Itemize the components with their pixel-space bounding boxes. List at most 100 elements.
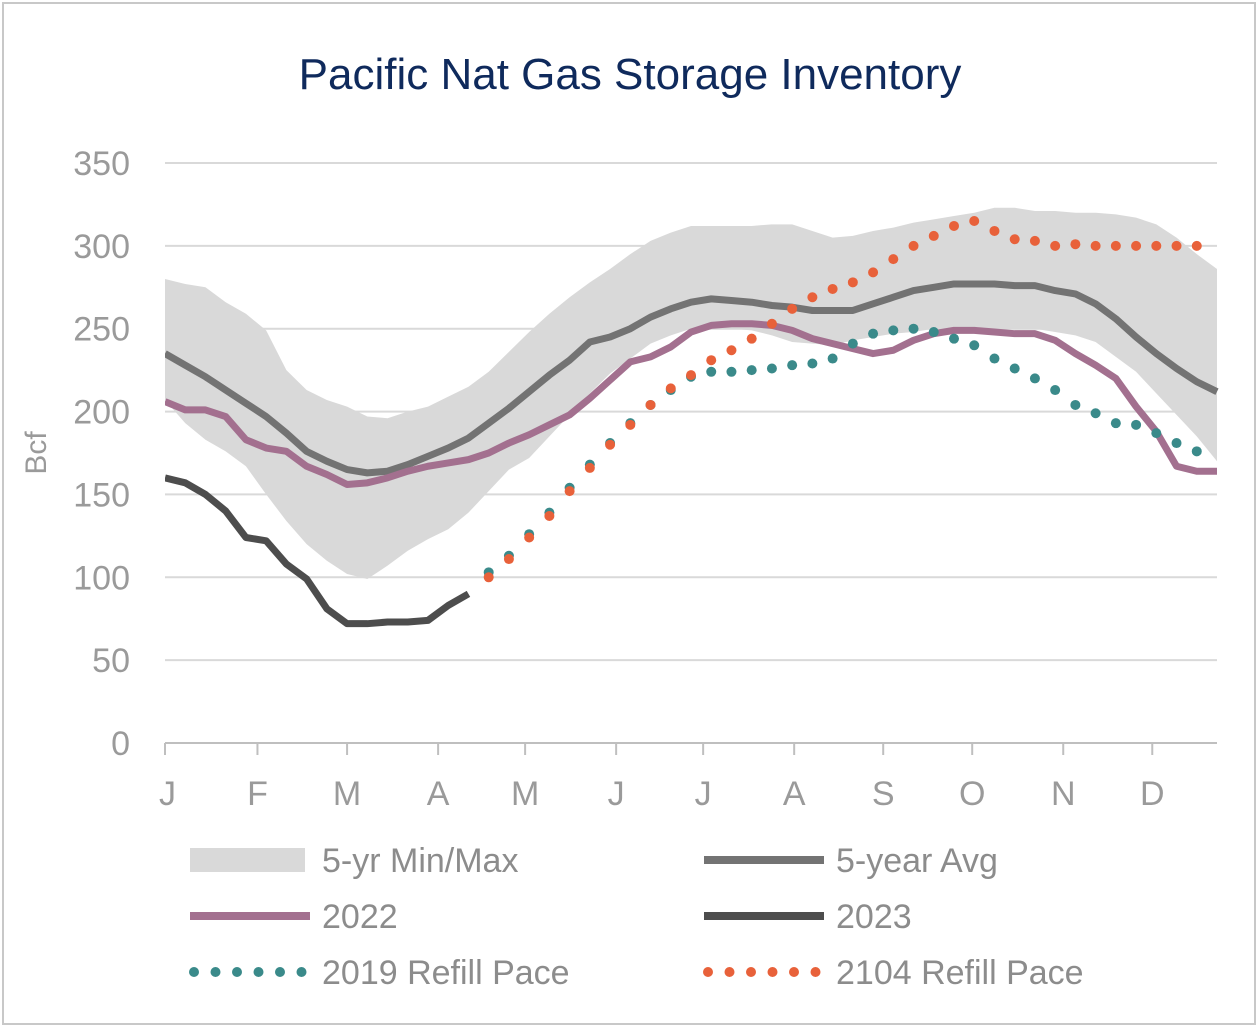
point-2104-refill-pace-34 — [1171, 240, 1182, 251]
legend-label-5-year-avg: 5-year Avg — [836, 842, 998, 880]
y-tick-label-350: 350 — [73, 145, 130, 183]
point-2019-refill-pace-18 — [847, 338, 858, 349]
point-2019-refill-pace-34 — [1171, 438, 1182, 449]
x-tick-label-8: S — [872, 775, 895, 813]
point-2019-refill-pace-21 — [908, 323, 919, 334]
point-2019-refill-pace-28 — [1050, 385, 1061, 396]
point-2104-refill-pace-14 — [766, 318, 777, 329]
point-2104-refill-pace-2 — [524, 532, 535, 543]
x-tick-label-9: O — [959, 775, 985, 813]
x-tick-label-7: A — [783, 775, 806, 813]
point-2104-refill-pace-24 — [969, 216, 980, 226]
point-2104-refill-pace-18 — [847, 277, 858, 288]
legend-swatch-2104-refill-pace-dot-1 — [724, 967, 735, 977]
point-2104-refill-pace-8 — [645, 399, 656, 410]
point-2104-refill-pace-12 — [726, 345, 737, 356]
x-tick-label-11: D — [1140, 775, 1165, 813]
point-2019-refill-pace-13 — [746, 365, 757, 376]
point-2019-refill-pace-17 — [827, 353, 838, 364]
point-2104-refill-pace-29 — [1070, 239, 1081, 250]
y-tick-label-100: 100 — [73, 559, 130, 597]
point-2104-refill-pace-4 — [564, 486, 575, 497]
point-2019-refill-pace-20 — [888, 325, 899, 336]
legend-label-2022: 2022 — [322, 898, 398, 936]
x-tick-label-6: J — [695, 775, 712, 813]
legend-swatch-2104-refill-pace-dot-0 — [703, 967, 713, 977]
legend-swatch-5-yr-min-max — [190, 848, 305, 872]
point-2019-refill-pace-26 — [1009, 363, 1020, 374]
point-2104-refill-pace-28 — [1050, 240, 1061, 251]
point-2104-refill-pace-11 — [706, 355, 717, 366]
point-2104-refill-pace-1 — [503, 554, 514, 565]
point-2104-refill-pace-3 — [544, 510, 555, 521]
point-2104-refill-pace-32 — [1131, 240, 1142, 251]
y-tick-label-50: 50 — [92, 642, 130, 680]
legend-swatch-2019-refill-pace-dot-4 — [275, 967, 285, 977]
point-2019-refill-pace-25 — [989, 353, 1000, 364]
x-tick-label-4: M — [511, 775, 539, 813]
point-2019-refill-pace-29 — [1070, 399, 1081, 410]
point-2104-refill-pace-13 — [746, 333, 757, 344]
point-2019-refill-pace-33 — [1151, 428, 1162, 439]
point-2104-refill-pace-26 — [1009, 234, 1020, 245]
legend-swatch-2019-refill-pace-dot-2 — [232, 967, 242, 977]
legend-swatch-2104-refill-pace-dot-4 — [789, 967, 799, 977]
point-2019-refill-pace-32 — [1131, 419, 1142, 430]
legend-swatch-2104-refill-pace-dot-5 — [810, 967, 821, 977]
chart-title: Pacific Nat Gas Storage Inventory — [298, 50, 962, 99]
point-2104-refill-pace-25 — [989, 225, 1000, 236]
point-2019-refill-pace-24 — [969, 340, 980, 351]
x-tick-label-3: A — [427, 775, 450, 813]
point-2104-refill-pace-7 — [625, 419, 636, 430]
point-2019-refill-pace-16 — [807, 358, 818, 369]
point-2019-refill-pace-15 — [787, 360, 798, 371]
point-2104-refill-pace-31 — [1110, 240, 1121, 251]
series-line-2023 — [165, 474, 471, 628]
x-tick-label-10: N — [1051, 775, 1076, 813]
legend-label-5-yr-min-max: 5-yr Min/Max — [322, 842, 518, 880]
legend-label-2104-refill-pace: 2104 Refill Pace — [836, 954, 1084, 992]
point-2104-refill-pace-5 — [584, 462, 595, 473]
point-2019-refill-pace-30 — [1090, 408, 1101, 419]
point-2104-refill-pace-23 — [949, 220, 959, 231]
x-tick-label-0: J — [159, 775, 176, 813]
point-2104-refill-pace-16 — [807, 292, 818, 303]
point-2019-refill-pace-22 — [928, 327, 939, 338]
legend-label-2023: 2023 — [836, 898, 912, 936]
point-2104-refill-pace-27 — [1029, 235, 1040, 246]
point-2019-refill-pace-19 — [868, 328, 879, 339]
point-2104-refill-pace-0 — [483, 572, 494, 583]
x-tick-label-5: J — [608, 775, 625, 813]
legend-swatch-2019-refill-pace-dot-3 — [253, 967, 264, 977]
point-2104-refill-pace-33 — [1151, 240, 1162, 251]
point-2104-refill-pace-6 — [605, 439, 616, 450]
y-tick-label-300: 300 — [73, 228, 130, 266]
y-axis-label: Bcf — [20, 431, 53, 475]
legend-swatch-2104-refill-pace-dot-3 — [767, 967, 778, 977]
legend-swatch-2019-refill-pace-dot-0 — [189, 967, 199, 977]
x-tick-label-1: F — [247, 775, 268, 813]
point-2104-refill-pace-22 — [928, 230, 939, 241]
point-2019-refill-pace-31 — [1110, 418, 1121, 429]
legend-swatch-2019-refill-pace-dot-5 — [296, 967, 307, 977]
point-2019-refill-pace-14 — [766, 363, 777, 374]
point-2104-refill-pace-30 — [1090, 240, 1101, 251]
y-tick-label-150: 150 — [73, 476, 130, 514]
band-min-max — [165, 207, 1217, 579]
point-2104-refill-pace-20 — [888, 254, 899, 265]
y-tick-label-200: 200 — [73, 394, 130, 432]
point-2104-refill-pace-15 — [787, 303, 798, 314]
point-2104-refill-pace-17 — [827, 283, 838, 294]
point-2104-refill-pace-35 — [1191, 240, 1202, 251]
point-2019-refill-pace-11 — [706, 366, 717, 377]
point-2104-refill-pace-19 — [868, 267, 879, 278]
point-2104-refill-pace-10 — [686, 370, 696, 381]
y-tick-label-250: 250 — [73, 311, 130, 349]
y-tick-label-0: 0 — [111, 725, 130, 763]
point-2104-refill-pace-9 — [665, 383, 676, 394]
point-2019-refill-pace-12 — [726, 366, 737, 377]
legend-label-2019-refill-pace: 2019 Refill Pace — [322, 954, 570, 992]
point-2104-refill-pace-21 — [908, 240, 919, 251]
point-2019-refill-pace-23 — [949, 333, 959, 344]
x-tick-label-2: M — [333, 775, 361, 813]
